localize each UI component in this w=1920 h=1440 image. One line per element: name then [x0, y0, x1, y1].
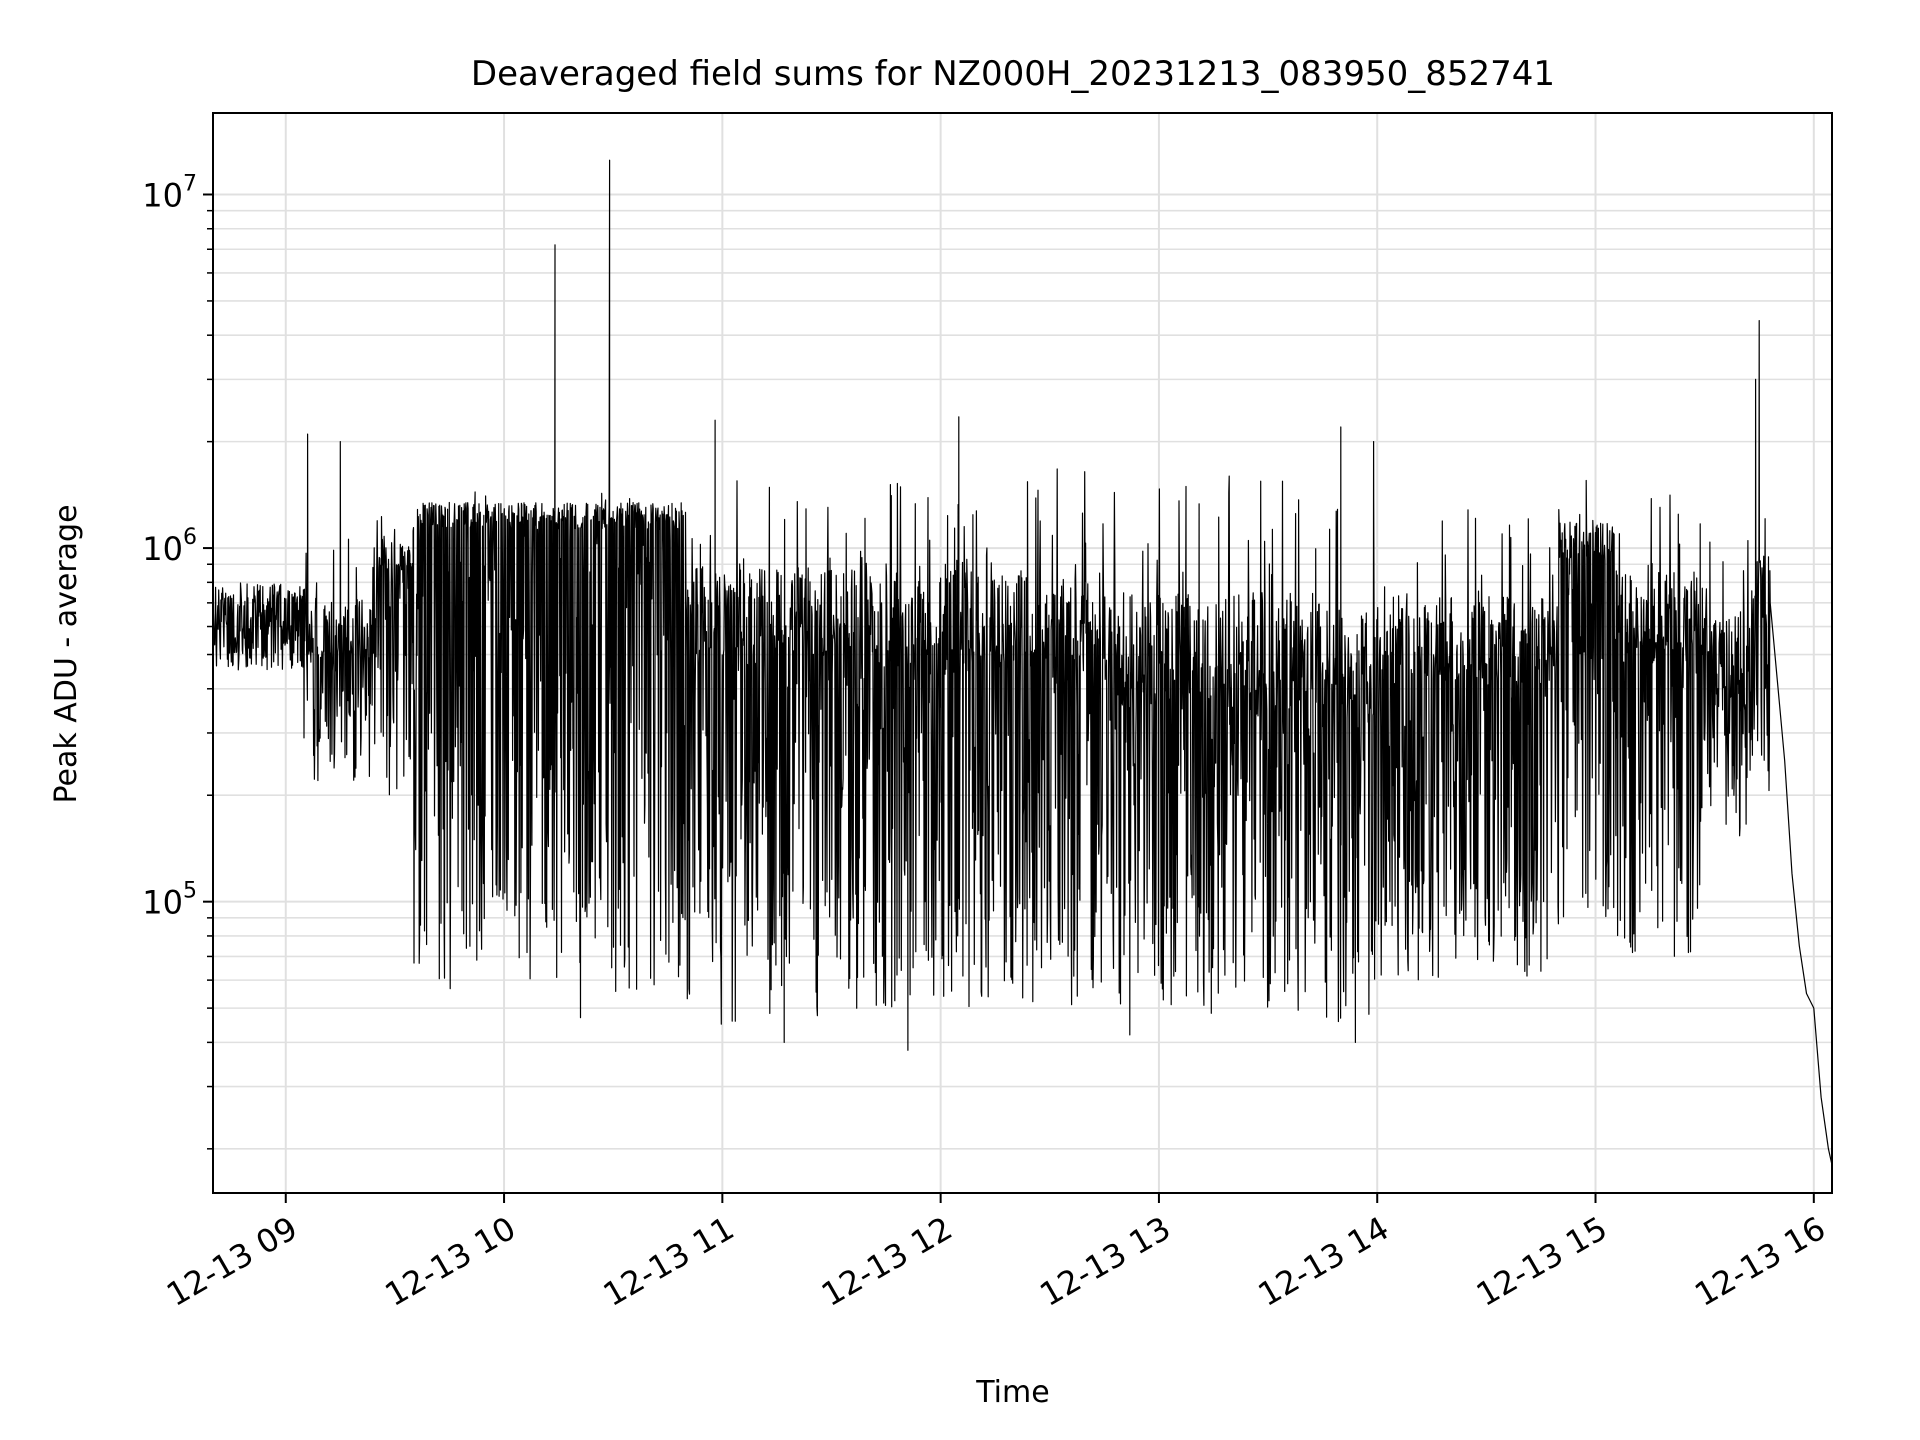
y-tick-base: 10: [142, 884, 183, 922]
y-tick-label: 105: [142, 879, 197, 922]
y-tick-base: 10: [142, 530, 183, 568]
y-tick-label: 107: [142, 171, 197, 214]
chart-title: Deaveraged field sums for NZ000H_2023121…: [471, 54, 1555, 94]
series-line: [212, 159, 1833, 1166]
y-tick-label: 106: [142, 525, 197, 568]
y-tick-exponent: 5: [183, 879, 197, 904]
x-axis-label: Time: [975, 1375, 1049, 1410]
y-tick-exponent: 7: [183, 171, 197, 196]
series-path: [212, 159, 1833, 1166]
axes-frame: [212, 112, 1833, 1194]
y-tick-base: 10: [142, 176, 183, 214]
y-axis-label: Peak ADU - average: [49, 504, 84, 803]
y-tick-exponent: 6: [183, 525, 197, 550]
